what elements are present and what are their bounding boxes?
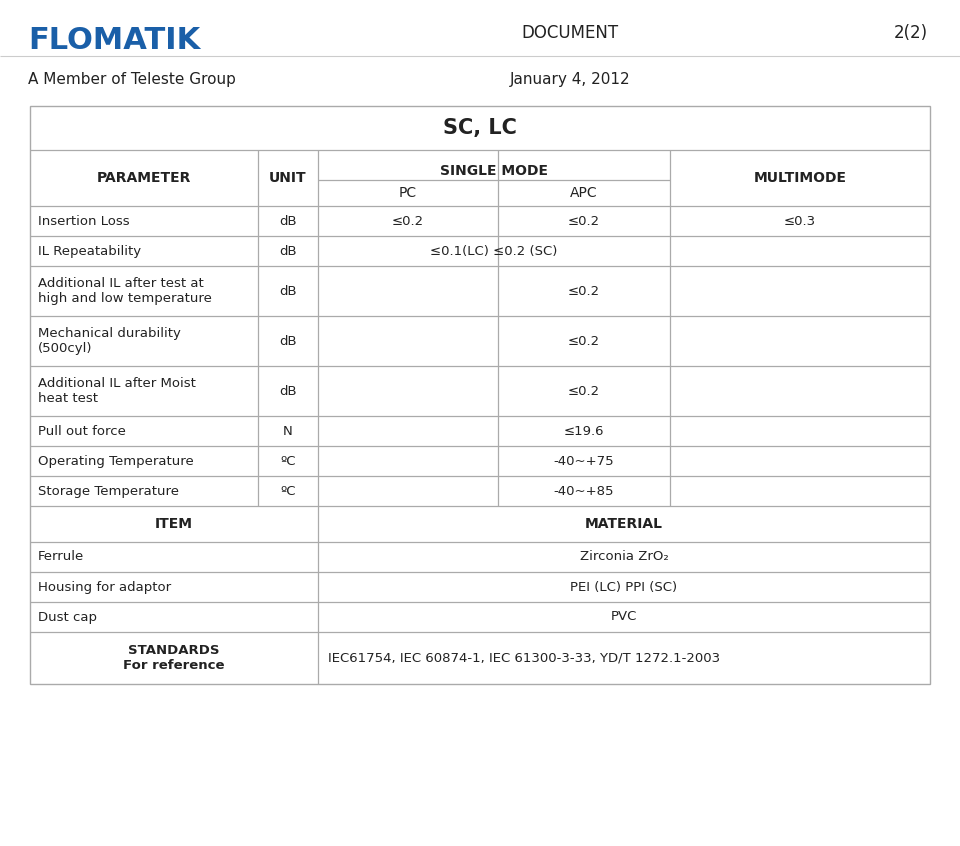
Text: Storage Temperature: Storage Temperature: [38, 485, 179, 497]
Text: dB: dB: [279, 334, 297, 348]
Text: Mechanical durability
(500cyl): Mechanical durability (500cyl): [38, 327, 180, 355]
Text: ºC: ºC: [280, 454, 296, 468]
Text: MATERIAL: MATERIAL: [585, 517, 663, 531]
Text: UNIT: UNIT: [269, 171, 307, 185]
Text: dB: dB: [279, 384, 297, 398]
Text: ≤0.2: ≤0.2: [568, 215, 600, 228]
Text: ≤0.2: ≤0.2: [392, 215, 424, 228]
Text: January 4, 2012: January 4, 2012: [510, 72, 631, 87]
Text: 2(2): 2(2): [894, 24, 928, 42]
Text: ≤0.2: ≤0.2: [568, 384, 600, 398]
Text: Additional IL after Moist
heat test: Additional IL after Moist heat test: [38, 377, 196, 405]
Text: DOCUMENT: DOCUMENT: [521, 24, 618, 42]
Text: ≤19.6: ≤19.6: [564, 425, 604, 437]
Text: Operating Temperature: Operating Temperature: [38, 454, 194, 468]
Text: Zirconia ZrO₂: Zirconia ZrO₂: [580, 551, 668, 563]
Text: ≤0.3: ≤0.3: [784, 215, 816, 228]
Text: dB: dB: [279, 215, 297, 228]
Text: APC: APC: [570, 186, 598, 200]
Bar: [30, 106, 930, 684]
Text: A Member of Teleste Group: A Member of Teleste Group: [28, 72, 236, 87]
Text: ºC: ºC: [280, 485, 296, 497]
Text: ≤0.2: ≤0.2: [568, 334, 600, 348]
Text: ≤0.2: ≤0.2: [568, 284, 600, 298]
Text: Dust cap: Dust cap: [38, 611, 97, 624]
Text: STANDARDS
For reference: STANDARDS For reference: [123, 644, 225, 672]
Text: PEI (LC) PPI (SC): PEI (LC) PPI (SC): [570, 580, 678, 594]
Text: PC: PC: [399, 186, 417, 200]
Text: Housing for adaptor: Housing for adaptor: [38, 580, 171, 594]
Text: Pull out force: Pull out force: [38, 425, 126, 437]
Text: ≤0.1(LC) ≤0.2 (SC): ≤0.1(LC) ≤0.2 (SC): [430, 244, 558, 257]
Text: IEC61754, IEC 60874-1, IEC 61300-3-33, YD/T 1272.1-2003: IEC61754, IEC 60874-1, IEC 61300-3-33, Y…: [328, 651, 720, 664]
Text: FLOMATIK: FLOMATIK: [28, 26, 201, 55]
Text: dB: dB: [279, 244, 297, 257]
Text: Insertion Loss: Insertion Loss: [38, 215, 130, 228]
Text: -40~+75: -40~+75: [554, 454, 614, 468]
Text: PARAMETER: PARAMETER: [97, 171, 191, 185]
Text: Ferrule: Ferrule: [38, 551, 84, 563]
Text: Additional IL after test at
high and low temperature: Additional IL after test at high and low…: [38, 277, 212, 305]
Text: ITEM: ITEM: [155, 517, 193, 531]
Text: PVC: PVC: [611, 611, 637, 624]
Text: N: N: [283, 425, 293, 437]
Text: MULTIMODE: MULTIMODE: [754, 171, 847, 185]
Text: -40~+85: -40~+85: [554, 485, 614, 497]
Text: SINGLE MODE: SINGLE MODE: [440, 164, 548, 178]
Text: dB: dB: [279, 284, 297, 298]
Text: SC, LC: SC, LC: [444, 118, 516, 138]
Text: IL Repeatability: IL Repeatability: [38, 244, 141, 257]
